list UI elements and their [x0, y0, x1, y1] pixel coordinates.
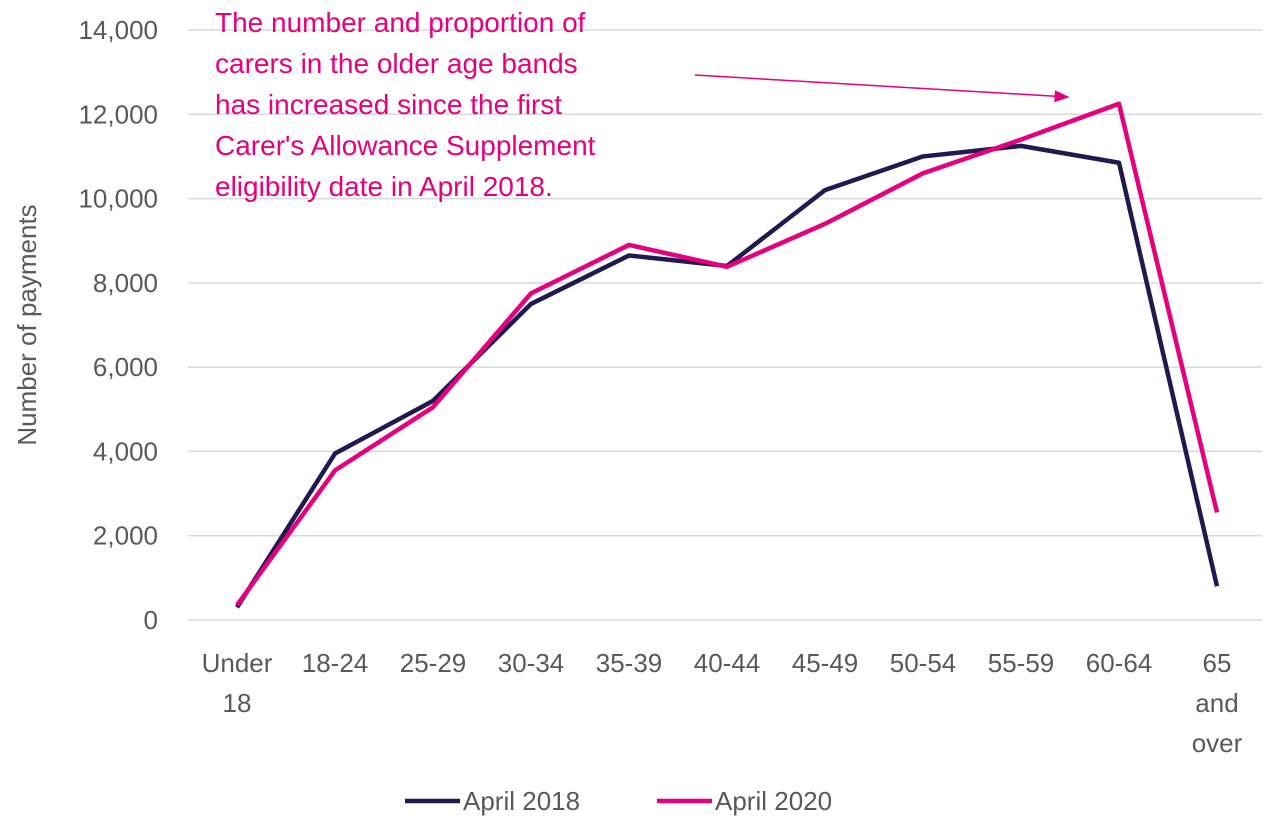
annotation: Carer's Allowance Supplement [215, 130, 596, 161]
x-tick-label: 25-29 [400, 648, 467, 678]
y-tick-label: 0 [144, 605, 158, 635]
x-tick-label: Under 18 [202, 648, 273, 718]
x-tick-label: 45-49 [792, 648, 859, 678]
y-tick-label: 4,000 [93, 436, 158, 466]
x-tick-label: 50-54 [890, 648, 957, 678]
y-tick-label: 14,000 [78, 15, 158, 45]
x-tick-label: 60-64 [1086, 648, 1153, 678]
y-tick-label: 6,000 [93, 352, 158, 382]
annotation: eligibility date in April 2018. [215, 171, 553, 202]
y-tick-label: 10,000 [78, 184, 158, 214]
series-line [235, 101, 1220, 607]
legend-label: April 2020 [715, 786, 832, 816]
annotation-arrow [694, 74, 1070, 103]
x-tick-label: 40-44 [694, 648, 761, 678]
x-tick-label: 30-34 [498, 648, 565, 678]
y-tick-label: 12,000 [78, 99, 158, 129]
annotation: The number and proportion of [215, 7, 586, 38]
x-tick-label: 18-24 [302, 648, 369, 678]
legend-label: April 2018 [463, 786, 580, 816]
y-tick-label: 8,000 [93, 268, 158, 298]
annotation: has increased since the first [215, 89, 562, 120]
x-tick-label: 35-39 [596, 648, 663, 678]
annotation: carers in the older age bands [215, 48, 578, 79]
y-tick-label: 2,000 [93, 521, 158, 551]
y-axis-label: Number of payments [12, 204, 42, 445]
x-tick-label: 65 and over [1192, 648, 1243, 758]
x-tick-label: 55-59 [988, 648, 1055, 678]
series-line [235, 143, 1220, 609]
